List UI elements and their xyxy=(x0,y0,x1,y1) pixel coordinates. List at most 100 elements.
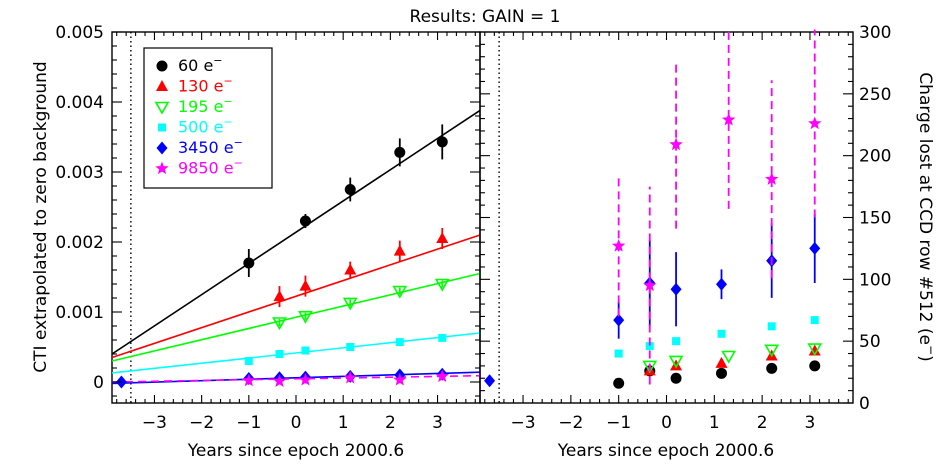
left-y-tick-label: 0.003 xyxy=(55,163,104,183)
right-y-axis-label-main: Charge lost at CCD row #512 (e xyxy=(915,72,935,345)
left-y-tick-label: 0.001 xyxy=(55,303,104,323)
right-x-axis-label: Years since epoch 2000.6 xyxy=(557,441,774,461)
legend-label-text: 195 e xyxy=(178,97,223,116)
left-x-tick-label: 3 xyxy=(432,413,443,433)
right-point-3450-e-4 xyxy=(715,277,727,291)
right-y-axis-label-close: ) xyxy=(915,355,935,362)
left-fit-line-195-e xyxy=(111,272,481,362)
left-y-tick-label: 0.004 xyxy=(55,93,104,113)
left-series-60-e xyxy=(243,124,448,277)
legend: 60 e−130 e−195 e−500 e−3450 e−9850 e− xyxy=(143,47,273,189)
legend-label-sup: − xyxy=(234,136,243,149)
legend-box xyxy=(143,47,273,189)
left-point-500-e-1 xyxy=(275,350,284,358)
left-point-500-e-5 xyxy=(438,333,447,342)
left-axes: −3 −2 −1 0 1 2 3 0 0.001 0.002 0.003 0.004 0.005 xyxy=(55,23,480,433)
left-fit-line-500-e xyxy=(111,332,481,374)
left-point-60-e-2 xyxy=(344,184,356,195)
left-point-60-e-4 xyxy=(436,136,448,148)
left-point-500-e-4 xyxy=(395,338,404,347)
right-series-3450-e xyxy=(484,213,821,388)
legend-label-60-e: 60 e− xyxy=(178,54,223,75)
left-point-130-e-2 xyxy=(344,263,357,275)
legend-entry-195-e: 195 e− xyxy=(154,95,233,116)
right-point-9850-e-0 xyxy=(612,238,626,252)
right-point-3450-e-1 xyxy=(613,313,625,327)
left-y-tick-label: 0.002 xyxy=(55,233,104,253)
right-point-60-e-0 xyxy=(613,377,625,389)
legend-label-text: 3450 e xyxy=(178,138,234,157)
left-x-axis-label: Years since epoch 2000.6 xyxy=(187,441,404,461)
right-point-130-e-2 xyxy=(715,356,728,368)
left-series-9850-e xyxy=(242,369,449,387)
left-point-9850-e-3 xyxy=(343,370,357,384)
legend-label-sup: − xyxy=(234,157,243,170)
left-point-60-e-3 xyxy=(394,146,406,158)
left-plot-content xyxy=(111,32,481,403)
right-point-60-e-4 xyxy=(766,362,778,374)
left-point-130-e-1 xyxy=(299,279,312,291)
right-y-tick-label: 50 xyxy=(859,332,881,352)
left-point-195-e-3 xyxy=(392,285,408,299)
right-x-tick-label: −2 xyxy=(558,413,583,433)
left-panel: −3 −2 −1 0 1 2 3 0 0.001 0.002 0.003 0.004 0.005 Yea… xyxy=(31,23,481,461)
left-fit-line-130-e xyxy=(111,234,481,359)
right-axes: −3 −2 −1 0 1 2 3 0 50 100 150 200 250 300 xyxy=(480,23,891,433)
right-panel: −3 −2 −1 0 1 2 3 0 50 100 150 200 250 300 Years since… xyxy=(479,23,938,461)
legend-items: 60 e−130 e−195 e−500 e−3450 e−9850 e− xyxy=(154,54,243,178)
legend-marker-195-e xyxy=(154,101,170,115)
left-fit-line-60-e xyxy=(111,109,481,355)
left-point-9850-e-2 xyxy=(298,372,313,386)
right-point-3450-e-6 xyxy=(809,241,821,255)
right-point-9850-e-5 xyxy=(808,116,822,130)
right-y-axis-label-sup: − xyxy=(924,345,938,355)
right-y-tick-label: 100 xyxy=(859,270,891,290)
right-point-3450-e-0 xyxy=(484,374,496,388)
right-y-axis-label: Charge lost at CCD row #512 (e−) xyxy=(915,72,938,361)
right-point-9850-e-1 xyxy=(643,278,657,292)
right-x-tick-label: 2 xyxy=(757,413,768,433)
right-x-tick-label: 0 xyxy=(661,413,672,433)
right-point-195-e-0 xyxy=(642,360,658,374)
right-series-195-e xyxy=(642,343,823,374)
left-point-9850-e-5 xyxy=(435,369,449,383)
left-y-tick-label: 0.005 xyxy=(55,23,104,43)
legend-entry-500-e: 500 e− xyxy=(158,116,233,137)
left-series-500-e xyxy=(244,333,447,365)
left-point-130-e-0 xyxy=(273,290,286,302)
figure-title: Results: GAIN = 1 xyxy=(410,7,561,27)
left-point-500-e-0 xyxy=(244,357,253,365)
legend-label-sup: − xyxy=(223,75,232,88)
left-point-60-e-0 xyxy=(243,257,255,269)
left-point-9850-e-0 xyxy=(242,373,256,387)
right-plot-frame xyxy=(479,31,854,404)
legend-label-195-e: 195 e− xyxy=(178,95,233,116)
left-x-tick-label: 1 xyxy=(338,413,349,433)
right-point-60-e-2 xyxy=(670,372,682,384)
legend-label-text: 500 e xyxy=(178,118,223,137)
left-point-9850-e-1 xyxy=(272,374,287,387)
left-point-130-e-3 xyxy=(393,244,406,256)
left-point-500-e-2 xyxy=(301,346,310,355)
legend-entry-60-e: 60 e− xyxy=(156,54,223,75)
right-point-500-e-4 xyxy=(767,322,776,331)
legend-marker-500-e xyxy=(158,123,166,132)
legend-marker-130-e xyxy=(156,80,168,91)
left-fit-line-9850-e xyxy=(111,374,481,383)
legend-label-130-e: 130 e− xyxy=(178,75,233,96)
left-x-tick-label: −1 xyxy=(236,413,261,433)
left-point-60-e-1 xyxy=(299,215,311,227)
legend-label-500-e: 500 e− xyxy=(178,116,233,137)
right-y-tick-label: 300 xyxy=(859,23,891,43)
right-y-tick-label: 200 xyxy=(859,147,891,167)
legend-marker-60-e xyxy=(156,60,168,72)
legend-entry-130-e: 130 e− xyxy=(156,75,233,96)
legend-label-text: 9850 e xyxy=(178,159,234,178)
right-point-195-e-2 xyxy=(721,350,737,364)
right-plot-content xyxy=(484,29,823,403)
right-point-195-e-4 xyxy=(807,343,823,357)
left-series-195-e xyxy=(272,278,450,331)
left-x-tick-label: −3 xyxy=(142,413,167,433)
left-y-axis-label: CTI extrapolated to zero background xyxy=(31,61,51,372)
right-point-60-e-5 xyxy=(809,360,821,372)
